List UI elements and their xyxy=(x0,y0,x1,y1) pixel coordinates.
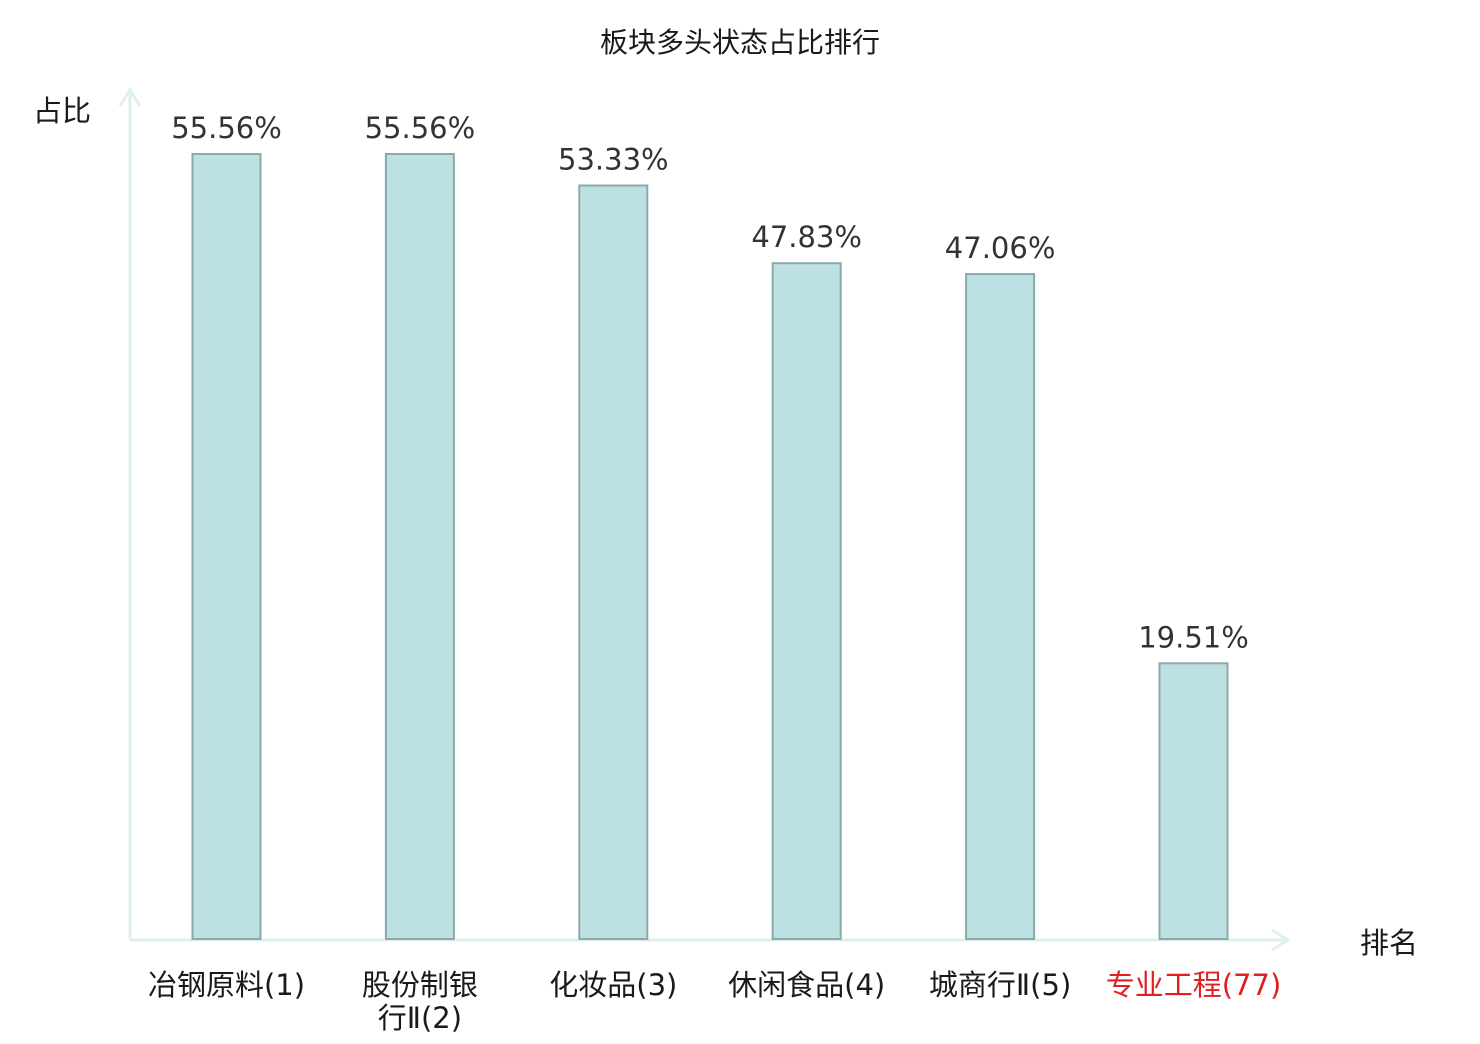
category-label-line: 城商行Ⅱ(5) xyxy=(929,968,1071,1002)
category-label-line: 股份制银 xyxy=(362,968,478,1002)
bar xyxy=(771,262,842,940)
category-label: 城商行Ⅱ(5) xyxy=(929,968,1071,1002)
bar-value-label: 19.51% xyxy=(1138,620,1249,654)
axes xyxy=(118,87,1291,952)
x-axis-label: 排名 xyxy=(1360,926,1418,960)
bar xyxy=(191,153,262,940)
category-label-line: 行Ⅱ(2) xyxy=(378,1001,462,1035)
bar-value-label: 55.56% xyxy=(365,111,476,145)
category-label-line: 休闲食品(4) xyxy=(728,968,885,1002)
bar xyxy=(384,153,455,940)
category-label-line: 化妆品(3) xyxy=(549,968,677,1002)
bar-value-label: 55.56% xyxy=(171,111,282,145)
bar-value-label: 53.33% xyxy=(558,143,669,177)
category-label: 化妆品(3) xyxy=(549,968,677,1002)
bar xyxy=(578,184,649,940)
bar-value-label: 47.83% xyxy=(751,220,862,254)
category-label: 股份制银行Ⅱ(2) xyxy=(362,968,478,1035)
category-label: 休闲食品(4) xyxy=(728,968,885,1002)
y-axis-label: 占比 xyxy=(33,94,91,128)
bar xyxy=(965,273,1036,941)
value-labels-group: 55.56% 55.56% 53.33% 47.83% 47.06% 19.51% xyxy=(171,111,1249,654)
category-label-line: 冶钢原料(1) xyxy=(148,968,305,1002)
x-axis-arrow-icon xyxy=(1271,928,1291,952)
category-label-highlighted: 专业工程(77) xyxy=(1106,968,1282,1002)
category-label-line: 专业工程(77) xyxy=(1106,968,1282,1002)
bars-group xyxy=(191,153,1229,941)
category-label: 冶钢原料(1) xyxy=(148,968,305,1002)
category-labels-group: 冶钢原料(1) 股份制银行Ⅱ(2) 化妆品(3) 休闲食品(4) 城商行Ⅱ(5) 专业工程… xyxy=(148,968,1281,1035)
bar xyxy=(1158,662,1229,940)
chart-title: 板块多头状态占比排行 xyxy=(600,26,880,59)
bar-value-label: 47.06% xyxy=(945,231,1056,265)
y-axis-arrow-icon xyxy=(118,87,142,107)
